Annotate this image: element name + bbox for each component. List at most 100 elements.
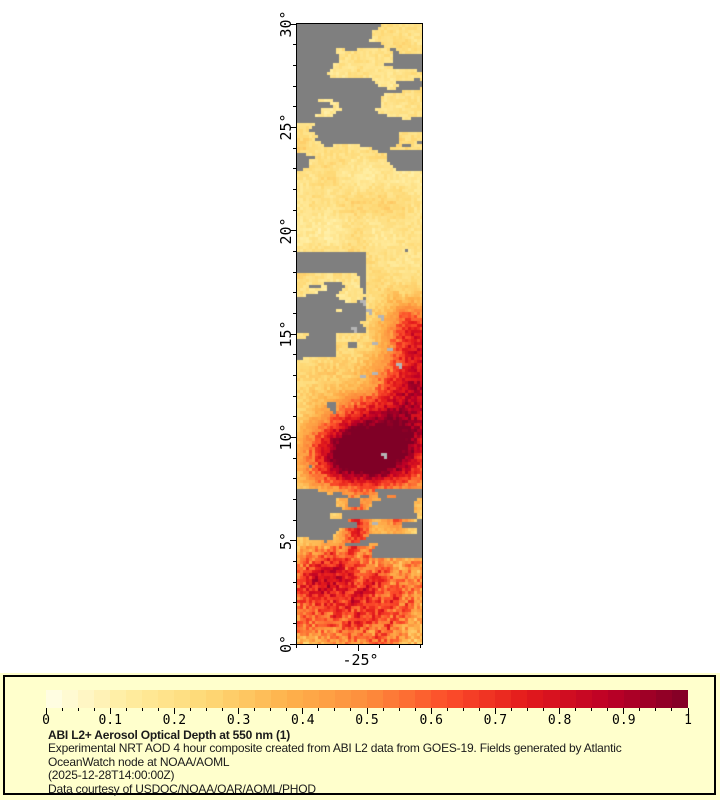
colorbar-tick <box>270 708 272 711</box>
colorbar-tick <box>382 708 384 711</box>
colorbar-color-block <box>591 690 608 708</box>
colorbar-tick-label: 0.5 <box>355 713 379 728</box>
colorbar-tick <box>446 708 448 711</box>
colorbar-color-block <box>238 690 255 708</box>
colorbar-color-block <box>206 690 223 708</box>
y-axis-tick <box>293 354 297 356</box>
x-axis-tick <box>316 644 318 648</box>
caption-timestamp: (2025-12-28T14:00:00Z) <box>48 768 175 783</box>
colorbar-color-block <box>190 690 207 708</box>
colorbar-tick <box>607 708 609 711</box>
colorbar-color-block <box>671 690 688 708</box>
colorbar-tick <box>687 708 689 714</box>
colorbar-tick <box>510 708 512 711</box>
colorbar-tick <box>334 708 336 711</box>
colorbar-tick-label: 0.3 <box>226 713 251 728</box>
y-axis-tick <box>293 560 297 562</box>
colorbar-tick <box>639 708 641 711</box>
colorbar-tick <box>222 708 224 711</box>
colorbar-tick <box>366 708 368 714</box>
colorbar-tick-label: 0.6 <box>419 713 443 728</box>
x-axis-tick <box>337 644 339 648</box>
colorbar-tick <box>575 708 577 711</box>
colorbar-color-block <box>479 690 496 708</box>
colorbar-tick-label: 0.9 <box>612 713 636 728</box>
y-axis-tick <box>293 457 297 459</box>
y-axis-tick <box>293 209 297 211</box>
colorbar-color-block <box>126 690 143 708</box>
colorbar-tick-label: 0.7 <box>483 713 508 728</box>
colorbar-tick <box>350 708 352 711</box>
y-axis-tick <box>293 498 297 500</box>
y-axis-tick-label: 30° <box>277 10 295 38</box>
colorbar-color-block <box>415 690 432 708</box>
colorbar-tick <box>45 708 47 714</box>
colorbar-color-block <box>302 690 319 708</box>
colorbar-tick <box>318 708 320 711</box>
colorbar-color-block <box>350 690 367 708</box>
y-axis-tick <box>290 126 297 128</box>
colorbar-color-block <box>286 690 303 708</box>
y-axis-tick <box>290 643 297 645</box>
x-axis-tick <box>296 644 297 648</box>
colorbar-tick <box>671 708 673 711</box>
y-axis-tick-label: 5° <box>277 531 295 550</box>
colorbar-tick <box>286 708 288 711</box>
colorbar-tick <box>157 708 159 711</box>
y-axis-tick <box>290 333 297 335</box>
caption-line-1: Experimental NRT AOD 4 hour composite cr… <box>48 741 622 756</box>
y-axis-tick-label: 10° <box>277 423 295 451</box>
caption-courtesy: Data courtesy of USDOC/NOAA/OAR/AOML/PHO… <box>48 781 316 796</box>
colorbar-color-block <box>431 690 448 708</box>
colorbar-tick-label: 0.1 <box>98 713 122 728</box>
colorbar-tick <box>93 708 95 711</box>
aod-map-raster <box>297 24 422 644</box>
y-axis-tick-label: 20° <box>277 217 295 245</box>
y-axis-tick <box>293 64 297 66</box>
colorbar-tick <box>189 708 191 711</box>
colorbar-color-block <box>495 690 512 708</box>
y-axis-tick-label: 25° <box>277 113 295 141</box>
colorbar-color-block <box>46 690 63 708</box>
x-axis-tick <box>399 644 401 648</box>
colorbar-color-block <box>62 690 79 708</box>
y-axis-tick <box>293 188 297 190</box>
colorbar-tick <box>109 708 111 714</box>
y-axis-tick <box>293 581 297 583</box>
y-axis-tick <box>293 44 297 46</box>
colorbar-tick <box>494 708 496 714</box>
y-axis-tick <box>293 85 297 87</box>
colorbar-tick <box>462 708 464 711</box>
colorbar-tick <box>398 708 400 711</box>
colorbar-color-block <box>110 690 127 708</box>
x-axis-tick-label: -25° <box>342 651 379 669</box>
y-axis-tick <box>290 23 297 25</box>
colorbar-color-block <box>527 690 544 708</box>
colorbar-color-block <box>607 690 624 708</box>
colorbar-tick <box>591 708 593 711</box>
colorbar-tick <box>61 708 63 711</box>
colorbar-color-block <box>222 690 239 708</box>
colorbar-tick <box>254 708 256 711</box>
y-axis-tick <box>293 602 297 604</box>
legend-caption: ABI L2+ Aerosol Optical Depth at 550 nm … <box>48 728 698 796</box>
y-axis-tick <box>293 292 297 294</box>
colorbar-color-block <box>334 690 351 708</box>
y-axis-tick <box>293 374 297 376</box>
colorbar-color-block <box>623 690 640 708</box>
x-axis-tick <box>420 644 421 648</box>
colorbar-tick <box>414 708 416 711</box>
colorbar-color-block <box>639 690 656 708</box>
colorbar-tick <box>206 708 207 711</box>
y-axis-tick <box>293 395 297 397</box>
colorbar-tick <box>125 708 127 711</box>
colorbar-color-block <box>463 690 480 708</box>
map-panel <box>296 23 423 645</box>
y-axis-tick <box>293 312 297 314</box>
colorbar-tick <box>77 708 79 711</box>
y-axis-tick <box>290 436 297 438</box>
colorbar-tick-label: 0.4 <box>291 713 315 728</box>
colorbar-color-block <box>270 690 287 708</box>
colorbar-tick <box>559 708 561 714</box>
caption-title: ABI L2+ Aerosol Optical Depth at 550 nm … <box>48 728 291 742</box>
